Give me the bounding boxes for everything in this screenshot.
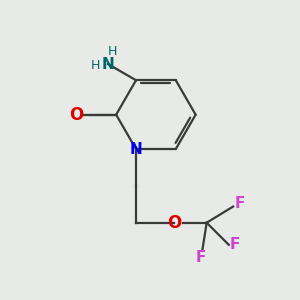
Text: N: N	[130, 142, 142, 157]
Text: H: H	[91, 59, 100, 72]
Text: F: F	[196, 250, 206, 265]
Text: N: N	[102, 56, 114, 71]
Text: F: F	[230, 237, 240, 252]
Text: F: F	[235, 196, 245, 211]
Text: O: O	[167, 214, 182, 232]
Text: O: O	[69, 106, 83, 124]
Text: H: H	[108, 45, 117, 58]
